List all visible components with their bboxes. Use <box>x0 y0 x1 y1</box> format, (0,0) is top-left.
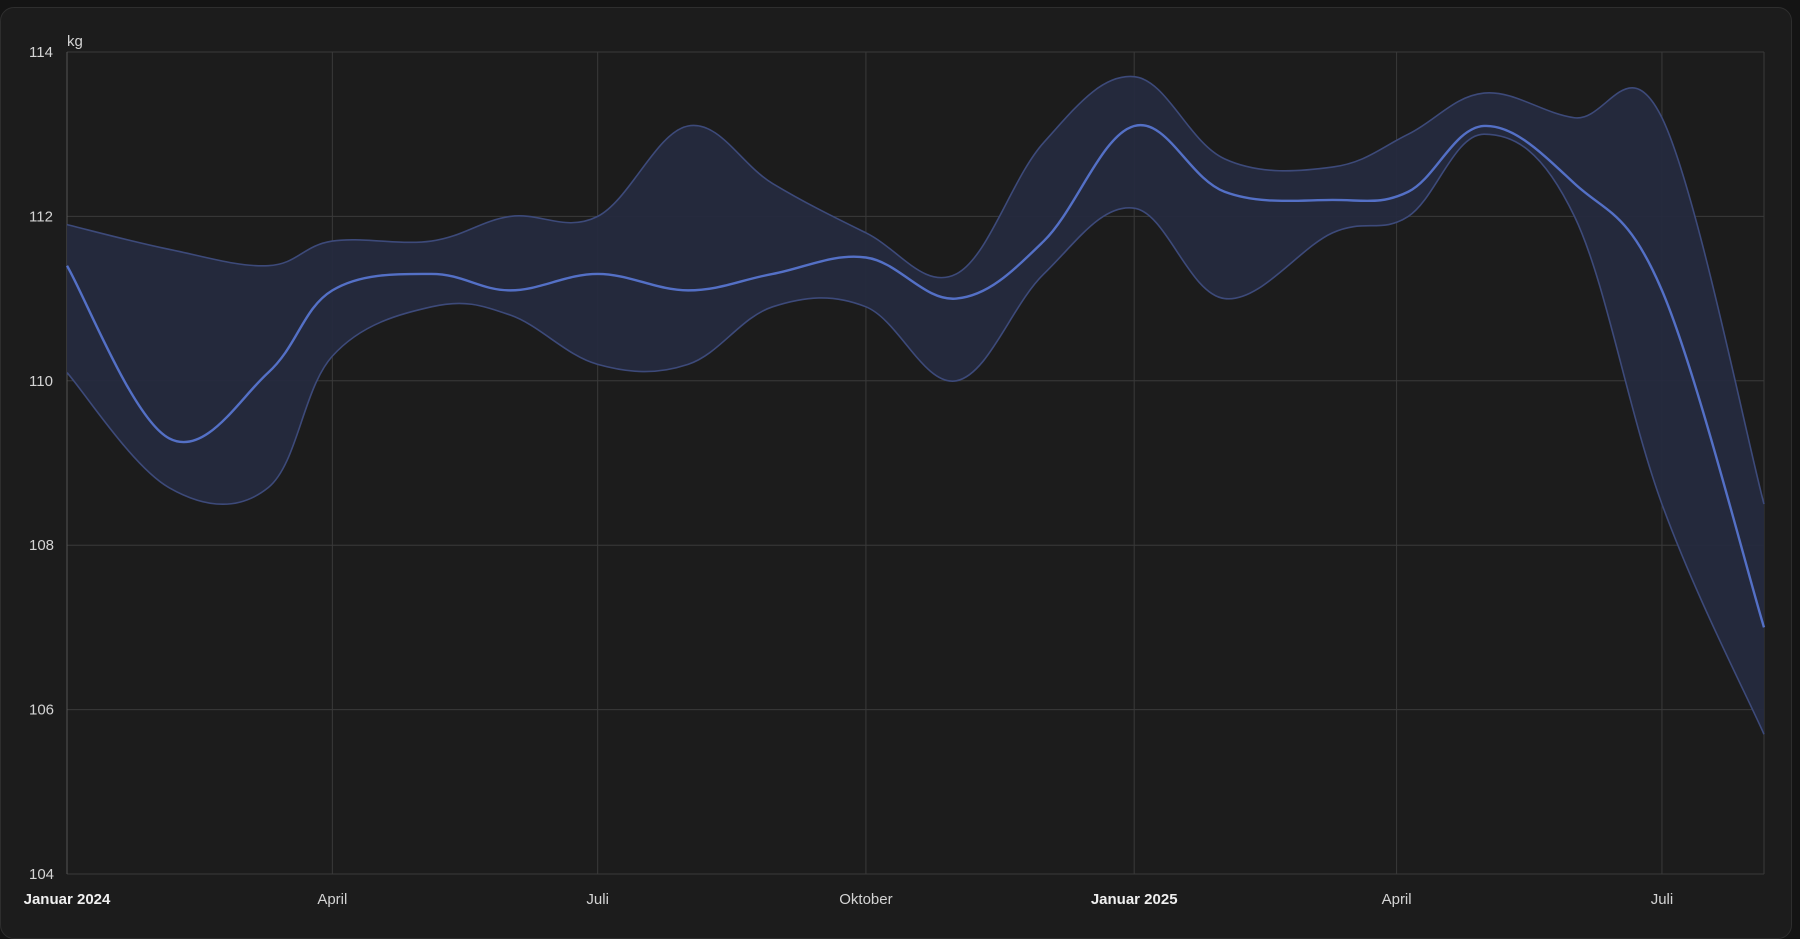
y-tick-label: 112 <box>29 208 53 225</box>
weight-chart: 114 112 110 108 106 104 kg Januar 2024 April Juli… <box>24 33 1766 908</box>
x-tick-label: Juli <box>1651 891 1674 908</box>
chart-card: 114 112 110 108 106 104 kg Januar 2024 April Juli… <box>0 7 1792 939</box>
x-tick-label: Juli <box>586 891 609 908</box>
min-max-band <box>67 76 1764 735</box>
y-unit-label: kg <box>67 33 83 50</box>
series-line-min <box>66 133 1765 735</box>
label-layer: 114 112 110 108 106 104 kg Januar 2024 April Juli… <box>24 33 1674 908</box>
band-layer <box>67 76 1764 735</box>
y-tick-label: 106 <box>29 702 54 719</box>
x-tick-label: April <box>317 891 347 908</box>
y-tick-label: 108 <box>29 537 54 554</box>
x-tick-label: Januar 2025 <box>1091 891 1178 908</box>
x-tick-label: Januar 2024 <box>24 891 111 908</box>
y-tick-label: 114 <box>29 44 53 61</box>
series-line-mean <box>65 123 1766 628</box>
x-tick-label: Oktober <box>839 891 892 908</box>
x-tick-label: April <box>1382 891 1412 908</box>
grid-layer <box>66 51 1765 875</box>
y-tick-label: 104 <box>29 866 54 883</box>
y-tick-label: 110 <box>29 373 53 390</box>
series-line-max <box>66 75 1765 505</box>
line-layer <box>65 75 1766 735</box>
